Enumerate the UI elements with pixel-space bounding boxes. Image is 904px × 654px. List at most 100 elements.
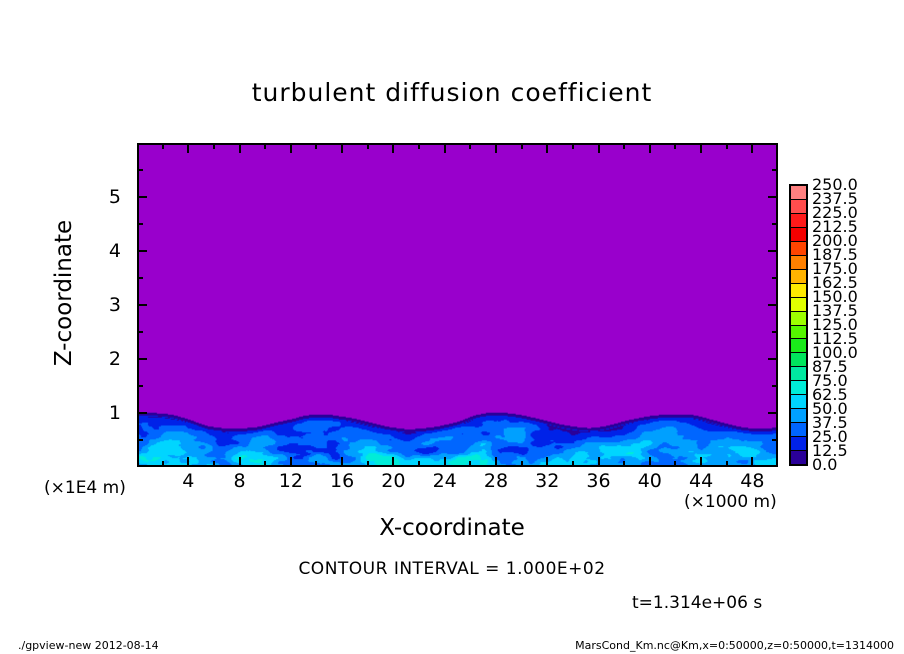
colorbar-band <box>791 353 806 368</box>
x-tick-minor <box>571 461 574 467</box>
x-tick-label: 4 <box>182 470 195 492</box>
y-tick-major-right <box>768 196 778 198</box>
colorbar-tick-label: 75.0 <box>812 371 848 390</box>
y-tick-minor-right <box>772 223 778 225</box>
colorbar-tick-label: 225.0 <box>812 203 858 222</box>
x-tick-major-top <box>341 143 344 153</box>
y-tick-major-right <box>768 250 778 252</box>
x-tick-minor <box>520 461 523 467</box>
x-tick-major <box>700 457 703 467</box>
y-tick-major <box>137 250 147 252</box>
x-tick-major <box>341 457 344 467</box>
x-tick-major-top <box>289 143 292 153</box>
colorbar-tick-label: 112.5 <box>812 329 858 348</box>
x-tick-major <box>392 457 395 467</box>
x-tick-minor-top <box>212 143 215 149</box>
y-tick-minor-right <box>772 277 778 279</box>
colorbar-tick-label: 212.5 <box>812 217 858 236</box>
x-tick-minor <box>418 461 421 467</box>
y-tick-major <box>137 196 147 198</box>
x-tick-major <box>238 457 241 467</box>
colorbar-tick-label: 250.0 <box>812 175 858 194</box>
x-tick-major-top <box>648 143 651 153</box>
y-axis-title: Z-coordinate <box>51 219 77 367</box>
x-tick-minor <box>725 461 728 467</box>
y-tick-minor <box>137 223 143 225</box>
x-tick-label: 32 <box>535 470 560 492</box>
x-tick-minor-top <box>674 143 677 149</box>
colorbar <box>789 184 808 466</box>
x-tick-minor <box>212 461 215 467</box>
x-tick-minor <box>674 461 677 467</box>
y-tick-major <box>137 412 147 414</box>
y-tick-minor <box>137 385 143 387</box>
colorbar-band <box>791 297 806 312</box>
contour-interval-annotation: CONTOUR INTERVAL = 1.000E+02 <box>298 559 606 579</box>
y-tick-major-right <box>768 358 778 360</box>
colorbar-band <box>791 311 806 326</box>
colorbar-band <box>791 437 806 452</box>
x-tick-minor <box>264 461 267 467</box>
x-tick-major-top <box>597 143 600 153</box>
x-tick-minor <box>315 461 318 467</box>
y-tick-minor <box>137 331 143 333</box>
x-tick-label: 48 <box>740 470 765 492</box>
x-tick-label: 44 <box>688 470 714 492</box>
x-axis-title: X-coordinate <box>379 515 525 541</box>
y-tick-minor-right <box>772 331 778 333</box>
x-tick-minor-top <box>469 143 472 149</box>
x-tick-major <box>494 457 497 467</box>
y-tick-label: 5 <box>108 186 121 208</box>
x-tick-minor-top <box>571 143 574 149</box>
x-tick-label: 16 <box>330 470 355 492</box>
x-tick-major-top <box>546 143 549 153</box>
x-tick-minor-top <box>418 143 421 149</box>
x-tick-minor-top <box>366 143 369 149</box>
x-tick-major <box>751 457 754 467</box>
page-title: turbulent diffusion coefficient <box>251 78 653 107</box>
colorbar-tick-label: 237.5 <box>812 189 858 208</box>
colorbar-band <box>791 423 806 438</box>
x-tick-minor-top <box>161 143 164 149</box>
colorbar-band <box>791 367 806 382</box>
y-tick-major <box>137 304 147 306</box>
x-tick-label: 36 <box>586 470 611 492</box>
colorbar-band <box>791 325 806 340</box>
colorbar-tick-label: 125.0 <box>812 315 858 334</box>
y-tick-minor-right <box>772 169 778 171</box>
heatmap-field <box>139 145 776 465</box>
colorbar-band <box>791 283 806 298</box>
colorbar-band <box>791 241 806 256</box>
x-tick-label: 8 <box>233 470 246 492</box>
x-tick-major-top <box>700 143 703 153</box>
colorbar-band <box>791 213 806 228</box>
colorbar-tick-label: 137.5 <box>812 301 858 320</box>
colorbar-tick-labels: 250.0 237.5 225.0 212.5 200.0 187.5 175.0 162.5… <box>812 177 882 473</box>
y-tick-minor-right <box>772 439 778 441</box>
colorbar-tick-label: 162.5 <box>812 273 858 292</box>
y-tick-label: 4 <box>108 240 121 262</box>
y-tick-minor <box>137 439 143 441</box>
x-tick-major <box>187 457 190 467</box>
y-tick-label: 3 <box>108 294 121 316</box>
x-tick-minor <box>366 461 369 467</box>
y-tick-minor <box>137 277 143 279</box>
x-tick-major-top <box>443 143 446 153</box>
x-tick-major-top <box>494 143 497 153</box>
colorbar-band <box>791 269 806 284</box>
x-tick-minor-top <box>623 143 626 149</box>
colorbar-tick-label: 0.0 <box>812 455 838 474</box>
x-tick-minor-top <box>725 143 728 149</box>
x-tick-major <box>289 457 292 467</box>
y-tick-label: 1 <box>108 402 121 424</box>
y-tick-major-right <box>768 412 778 414</box>
colorbar-tick-label: 100.0 <box>812 343 858 362</box>
x-tick-minor-top <box>520 143 523 149</box>
y-tick-minor <box>137 169 143 171</box>
colorbar-tick-label: 50.0 <box>812 399 848 418</box>
colorbar-band <box>791 227 806 242</box>
x-tick-major <box>648 457 651 467</box>
x-tick-label: 12 <box>278 470 303 492</box>
x-tick-minor-top <box>315 143 318 149</box>
colorbar-tick-label: 200.0 <box>812 231 858 250</box>
